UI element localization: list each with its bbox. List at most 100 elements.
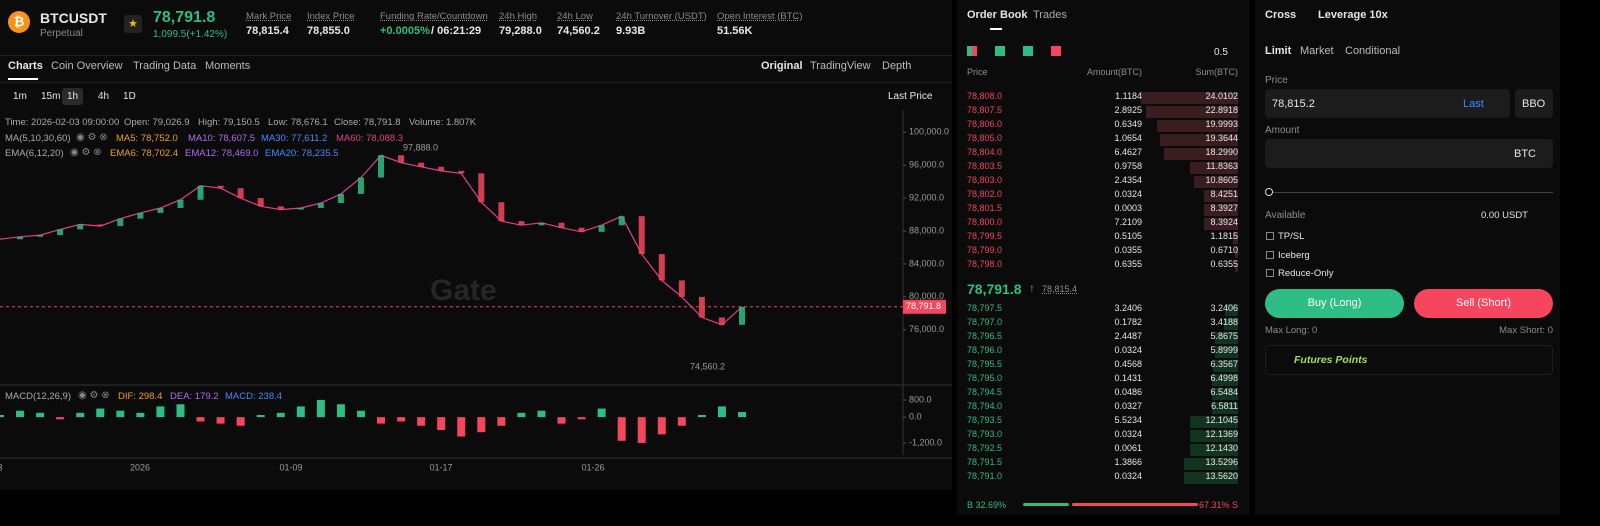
view[interactable]: Depth <box>882 60 912 72</box>
depth-bar <box>1184 458 1238 470</box>
layout-icon[interactable] <box>967 46 977 56</box>
watermark: Gate <box>430 274 497 307</box>
price: 78,800.0 <box>967 217 1003 227</box>
ob-tab[interactable]: Order Book <box>967 9 1028 21</box>
bids-row[interactable]: 78,796.0 0.0324 5.8999 <box>957 345 1250 359</box>
margin-mode[interactable]: Cross <box>1265 9 1297 21</box>
interval[interactable]: 1D <box>123 91 136 102</box>
price-line <box>0 154 743 326</box>
amount-input[interactable] <box>1265 139 1553 168</box>
interval[interactable]: 15m <box>41 91 61 102</box>
candle <box>538 222 545 226</box>
bids-row[interactable]: 78,791.0 0.0324 13.5620 <box>957 471 1250 485</box>
amount: 1.0654 <box>1114 133 1142 143</box>
stat-value: 78,855.0 <box>307 25 350 37</box>
asks-row[interactable]: 78,799.0 0.0355 0.6710 <box>957 245 1250 259</box>
indicator-value: EMA12: 78,469.0 <box>185 148 259 159</box>
step[interactable]: 0.5 <box>1214 47 1228 58</box>
buy-btn[interactable]: Buy (Long) <box>1265 289 1404 318</box>
layout-icon[interactable] <box>1051 46 1061 56</box>
bids-row[interactable]: 78,795.5 0.4568 6.3567 <box>957 359 1250 373</box>
asks-row[interactable]: 78,806.0 0.6349 19.9993 <box>957 119 1250 133</box>
macd-bar <box>16 410 25 418</box>
bids-row[interactable]: 78,791.5 1.3866 13.5296 <box>957 457 1250 471</box>
last-btn[interactable]: Last <box>1463 98 1484 110</box>
checkbox[interactable] <box>1266 232 1274 240</box>
macd-bar <box>0 415 4 418</box>
amount: 0.0003 <box>1114 203 1142 213</box>
asks-row[interactable]: 78,800.0 7.2109 8.3924 <box>957 217 1250 231</box>
macd-bar <box>577 417 586 420</box>
points-box[interactable] <box>1265 345 1553 375</box>
chart-panel: ₿ BTCUSDT Perpetual ★ 78,791.8 1,099.5(+… <box>0 0 952 490</box>
amount: 0.1431 <box>1114 373 1142 383</box>
interval[interactable]: 1m <box>13 91 27 102</box>
leverage[interactable]: Leverage 10x <box>1318 9 1388 21</box>
ohlc: Time: 2026-02-03 09:00:00 <box>5 117 120 128</box>
asks-row[interactable]: 78,803.5 0.9758 11.8363 <box>957 161 1250 175</box>
depth-bar <box>1235 246 1238 258</box>
candle <box>718 317 725 325</box>
symbol[interactable]: BTCUSDT <box>40 10 107 26</box>
ob-tab[interactable]: Trades <box>1033 9 1067 21</box>
order-type[interactable]: Conditional <box>1345 45 1401 57</box>
bbo-btn[interactable] <box>1515 89 1553 118</box>
asks-row[interactable]: 78,799.5 0.5105 1.1815 <box>957 231 1250 245</box>
bids-row[interactable]: 78,793.0 0.0324 12.1369 <box>957 429 1250 443</box>
asks-row[interactable]: 78,802.0 0.0324 8.4251 <box>957 189 1250 203</box>
candle <box>337 193 344 204</box>
layout-icon[interactable] <box>1023 46 1033 56</box>
candle <box>357 177 364 194</box>
bids-row[interactable]: 78,796.5 2.4487 5.8675 <box>957 331 1250 345</box>
asks-row[interactable]: 78,807.5 2.8925 22.8918 <box>957 105 1250 119</box>
depth-bar <box>1214 332 1238 344</box>
view[interactable]: TradingView <box>810 60 871 72</box>
divider <box>0 82 952 83</box>
interval[interactable]: 1h <box>62 88 84 105</box>
asks-row[interactable]: 78,801.5 0.0003 8.3927 <box>957 203 1250 217</box>
option: Reduce-Only <box>1278 268 1334 279</box>
depth-bar <box>1212 360 1238 372</box>
checkbox[interactable] <box>1266 269 1274 277</box>
tab[interactable]: Trading Data <box>133 60 197 72</box>
sell-btn[interactable]: Sell (Short) <box>1414 289 1553 318</box>
amount: 0.0486 <box>1114 387 1142 397</box>
option: TP/SL <box>1278 231 1305 242</box>
slider-knob[interactable] <box>1265 188 1273 196</box>
macd-bar <box>477 417 486 433</box>
sell-ratio: 67.31% S <box>1198 500 1238 510</box>
bids-row[interactable]: 78,793.5 5.5234 12.1045 <box>957 415 1250 429</box>
tab[interactable]: Charts <box>8 60 43 72</box>
indicator-value: EMA6: 78,702.4 <box>110 148 179 159</box>
indicator-value: DIF: 298.4 <box>118 391 163 402</box>
bids-row[interactable]: 78,794.0 0.0327 6.5811 <box>957 401 1250 415</box>
asks-row[interactable]: 78,803.0 2.4354 10.8605 <box>957 175 1250 189</box>
amount: 0.0324 <box>1114 429 1142 439</box>
order-type[interactable]: Limit <box>1265 45 1292 57</box>
asks-row[interactable]: 78,808.0 1.1184 24.0102 <box>957 91 1250 105</box>
macd-bar <box>657 417 666 435</box>
order-type[interactable]: Market <box>1300 45 1334 57</box>
bids-row[interactable]: 78,797.0 0.1782 3.4188 <box>957 317 1250 331</box>
bids-row[interactable]: 78,792.5 0.0061 12.1430 <box>957 443 1250 457</box>
view[interactable]: Original <box>761 60 803 72</box>
price-mode[interactable]: Last Price <box>888 91 933 102</box>
asks-row[interactable]: 78,798.0 0.6355 0.6355 <box>957 259 1250 273</box>
interval[interactable]: 4h <box>98 91 110 102</box>
checkbox[interactable] <box>1266 250 1274 259</box>
price-input[interactable] <box>1265 89 1510 118</box>
layout-icon[interactable] <box>995 46 1005 56</box>
depth-bar <box>1211 402 1238 414</box>
asks-row[interactable]: 78,804.0 6.4627 18.2990 <box>957 147 1250 161</box>
price: 78,795.0 <box>967 373 1003 383</box>
bids-row[interactable]: 78,794.5 0.0486 6.5484 <box>957 387 1250 401</box>
tab[interactable]: Coin Overview <box>51 60 123 72</box>
balance: 0.00 USDT <box>1481 210 1528 221</box>
tab[interactable]: Moments <box>205 60 251 72</box>
btc-icon: ₿ <box>8 11 30 33</box>
bids-row[interactable]: 78,795.0 0.1431 6.4998 <box>957 373 1250 387</box>
candle <box>197 185 204 200</box>
favorite[interactable]: ★ <box>124 15 142 33</box>
bids-row[interactable]: 78,797.5 3.2406 3.2406 <box>957 303 1250 317</box>
asks-row[interactable]: 78,805.0 1.0654 19.3644 <box>957 133 1250 147</box>
